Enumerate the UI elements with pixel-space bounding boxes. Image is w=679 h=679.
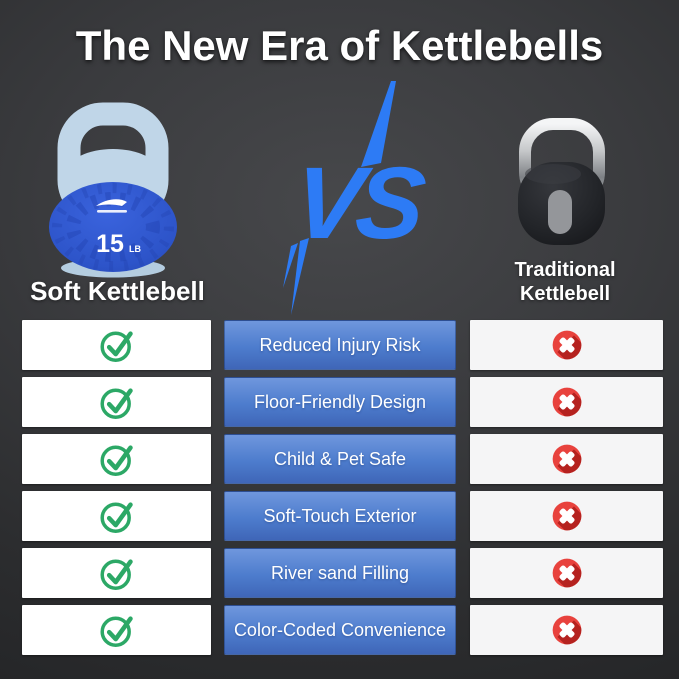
check-icon (97, 553, 137, 593)
check-icon (97, 496, 137, 536)
soft-value-cell (22, 491, 211, 541)
soft-kettlebell-label: Soft Kettlebell (30, 276, 205, 306)
cross-icon (547, 553, 587, 593)
soft-kettlebell-texture (52, 183, 174, 271)
lightning-bolt-icon (283, 81, 396, 315)
traditional-value-cell (470, 491, 663, 541)
cross-icon (547, 439, 587, 479)
traditional-value-cell (470, 605, 663, 655)
soft-value-cell (22, 548, 211, 598)
soft-value-cell (22, 320, 211, 370)
table-row: River sand Filling (0, 548, 679, 598)
cross-icon (547, 496, 587, 536)
soft-kettlebell-image: 15 LB (49, 102, 177, 278)
traditional-label-line2: Kettlebell (519, 283, 611, 305)
check-icon (97, 325, 137, 365)
feature-cell: Reduced Injury Risk (224, 320, 456, 370)
traditional-value-cell (470, 377, 663, 427)
check-icon (97, 610, 137, 650)
cross-icon (547, 325, 587, 365)
check-icon (97, 439, 137, 479)
traditional-value-cell (470, 320, 663, 370)
cross-icon (547, 610, 587, 650)
traditional-label-line1: Traditional (514, 259, 616, 281)
vs-badge: VS (288, 146, 425, 260)
traditional-value-cell (470, 434, 663, 484)
soft-value-cell (22, 434, 211, 484)
table-row: Floor-Friendly Design (0, 377, 679, 427)
feature-cell: Soft-Touch Exterior (224, 491, 456, 541)
soft-kettlebell-collar (67, 149, 159, 195)
traditional-kettlebell-label: Traditional Kettlebell (455, 258, 675, 306)
soft-value-cell (22, 605, 211, 655)
weight-unit-label: LB (129, 244, 141, 254)
soft-kettlebell-body (49, 182, 177, 272)
table-row: Color-Coded Convenience (0, 605, 679, 655)
check-icon (97, 382, 137, 422)
traditional-value-cell (470, 548, 663, 598)
feature-cell: Color-Coded Convenience (224, 605, 456, 655)
traditional-kettlebell-image (518, 118, 605, 245)
feature-cell: Child & Pet Safe (224, 434, 456, 484)
soft-value-cell (22, 377, 211, 427)
weight-label: 15 (96, 230, 124, 258)
table-row: Child & Pet Safe (0, 434, 679, 484)
cross-icon (547, 382, 587, 422)
page-title: The New Era of Kettlebells (75, 22, 604, 69)
table-row: Reduced Injury Risk (0, 320, 679, 370)
feature-cell: Floor-Friendly Design (224, 377, 456, 427)
table-row: Soft-Touch Exterior (0, 491, 679, 541)
feature-cell: River sand Filling (224, 548, 456, 598)
traditional-kettlebell-highlight (525, 164, 581, 184)
brand-swoosh-logo (96, 199, 127, 213)
traditional-kettlebell-panel (548, 190, 572, 234)
